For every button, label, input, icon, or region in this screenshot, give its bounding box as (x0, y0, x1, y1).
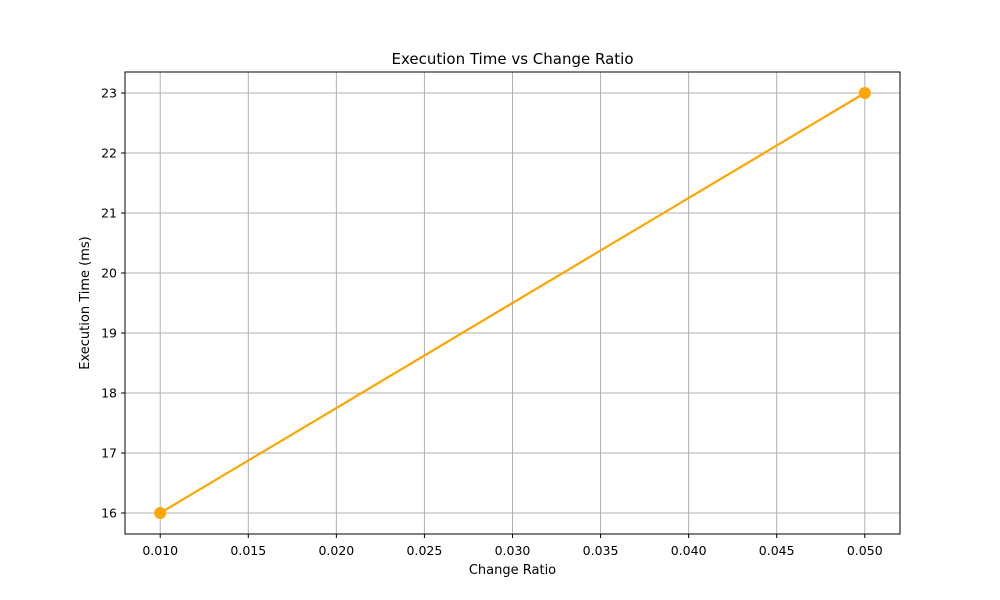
y-tick-label: 18 (101, 386, 117, 401)
x-tick-label: 0.030 (495, 543, 531, 558)
series-line (159, 92, 866, 514)
y-axis-label: Execution Time (ms) (78, 236, 93, 369)
y-tick-label: 19 (101, 326, 117, 341)
x-tick-label: 0.020 (318, 543, 354, 558)
y-tick-label: 23 (101, 86, 117, 101)
x-tick-label: 0.050 (847, 543, 883, 558)
x-tick-label: 0.010 (142, 543, 178, 558)
data-point (858, 87, 871, 99)
chart-title: Execution Time vs Change Ratio (391, 50, 633, 68)
y-tick-label: 22 (101, 146, 117, 161)
x-tick-label: 0.015 (230, 543, 266, 558)
grid (125, 72, 900, 534)
y-tick-label: 20 (101, 266, 117, 281)
series-layer (154, 87, 871, 519)
x-axis-label: Change Ratio (469, 563, 556, 578)
x-tick-label: 0.040 (671, 543, 707, 558)
y-tick-label: 21 (101, 206, 117, 221)
x-axis-ticks: 0.010 0.015 0.020 0.025 0.030 0.035 0.040 0.045… (142, 534, 883, 558)
x-tick-label: 0.025 (407, 543, 443, 558)
data-point (154, 507, 167, 519)
y-tick-label: 16 (101, 506, 117, 521)
x-tick-label: 0.045 (759, 543, 795, 558)
y-tick-label: 17 (101, 446, 117, 461)
x-tick-label: 0.035 (583, 543, 619, 558)
y-axis-ticks: 16 17 18 19 20 21 22 23 (101, 86, 125, 521)
